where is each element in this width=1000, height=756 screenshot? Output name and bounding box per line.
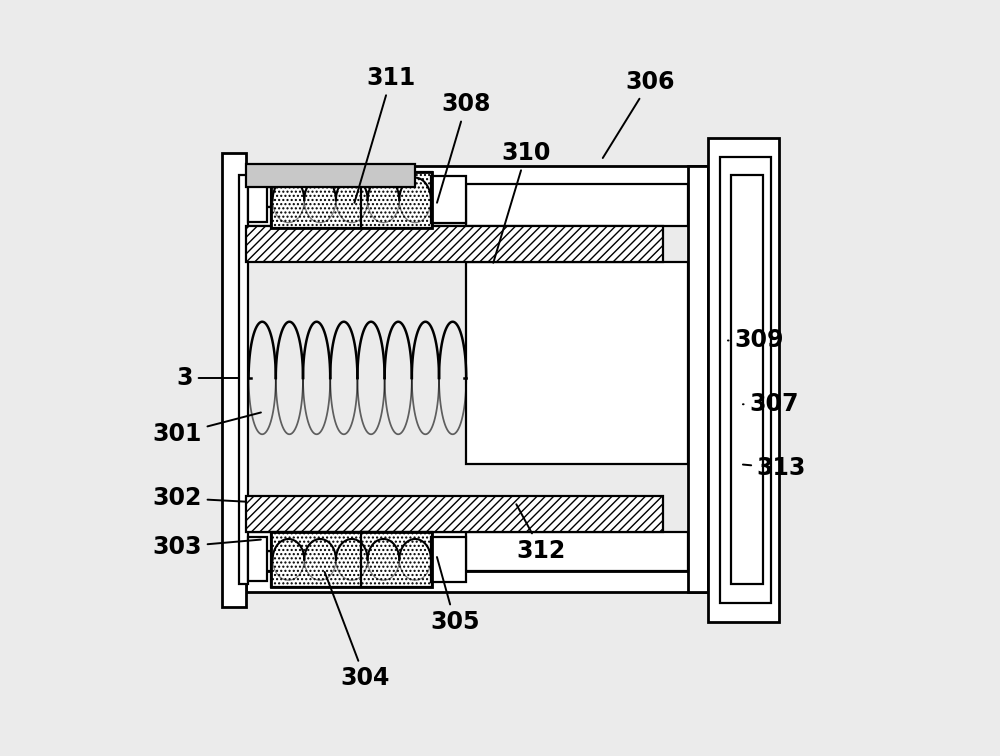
Bar: [246, 496, 663, 531]
Bar: [246, 166, 708, 187]
Bar: [731, 175, 763, 584]
Bar: [708, 138, 779, 622]
Bar: [246, 550, 688, 571]
Bar: [222, 153, 246, 607]
Bar: [361, 531, 432, 587]
Bar: [361, 172, 432, 228]
Bar: [248, 537, 267, 581]
Bar: [466, 531, 688, 571]
Bar: [688, 166, 708, 592]
Bar: [431, 537, 466, 582]
Bar: [246, 164, 415, 187]
Text: 310: 310: [493, 141, 551, 263]
Bar: [246, 531, 663, 550]
Text: 302: 302: [153, 486, 246, 510]
Bar: [248, 177, 267, 222]
Text: 311: 311: [354, 66, 416, 203]
Bar: [246, 207, 663, 225]
Text: 307: 307: [743, 392, 799, 417]
Text: 303: 303: [153, 534, 261, 559]
Text: 308: 308: [437, 92, 491, 203]
Bar: [271, 531, 432, 587]
Bar: [431, 176, 466, 224]
Bar: [271, 531, 369, 587]
Text: 305: 305: [430, 557, 480, 634]
Text: 301: 301: [153, 413, 261, 446]
Bar: [466, 262, 688, 464]
Bar: [466, 184, 688, 225]
Bar: [246, 225, 663, 262]
Text: 304: 304: [325, 572, 390, 690]
Text: 312: 312: [516, 504, 566, 562]
Text: 309: 309: [728, 328, 784, 352]
Bar: [271, 172, 369, 228]
Bar: [246, 187, 688, 207]
Text: 306: 306: [603, 70, 675, 158]
Bar: [239, 175, 248, 584]
Text: 3: 3: [177, 366, 238, 390]
Text: 313: 313: [743, 456, 806, 480]
Bar: [720, 156, 771, 603]
Bar: [246, 571, 708, 592]
Bar: [271, 172, 432, 228]
